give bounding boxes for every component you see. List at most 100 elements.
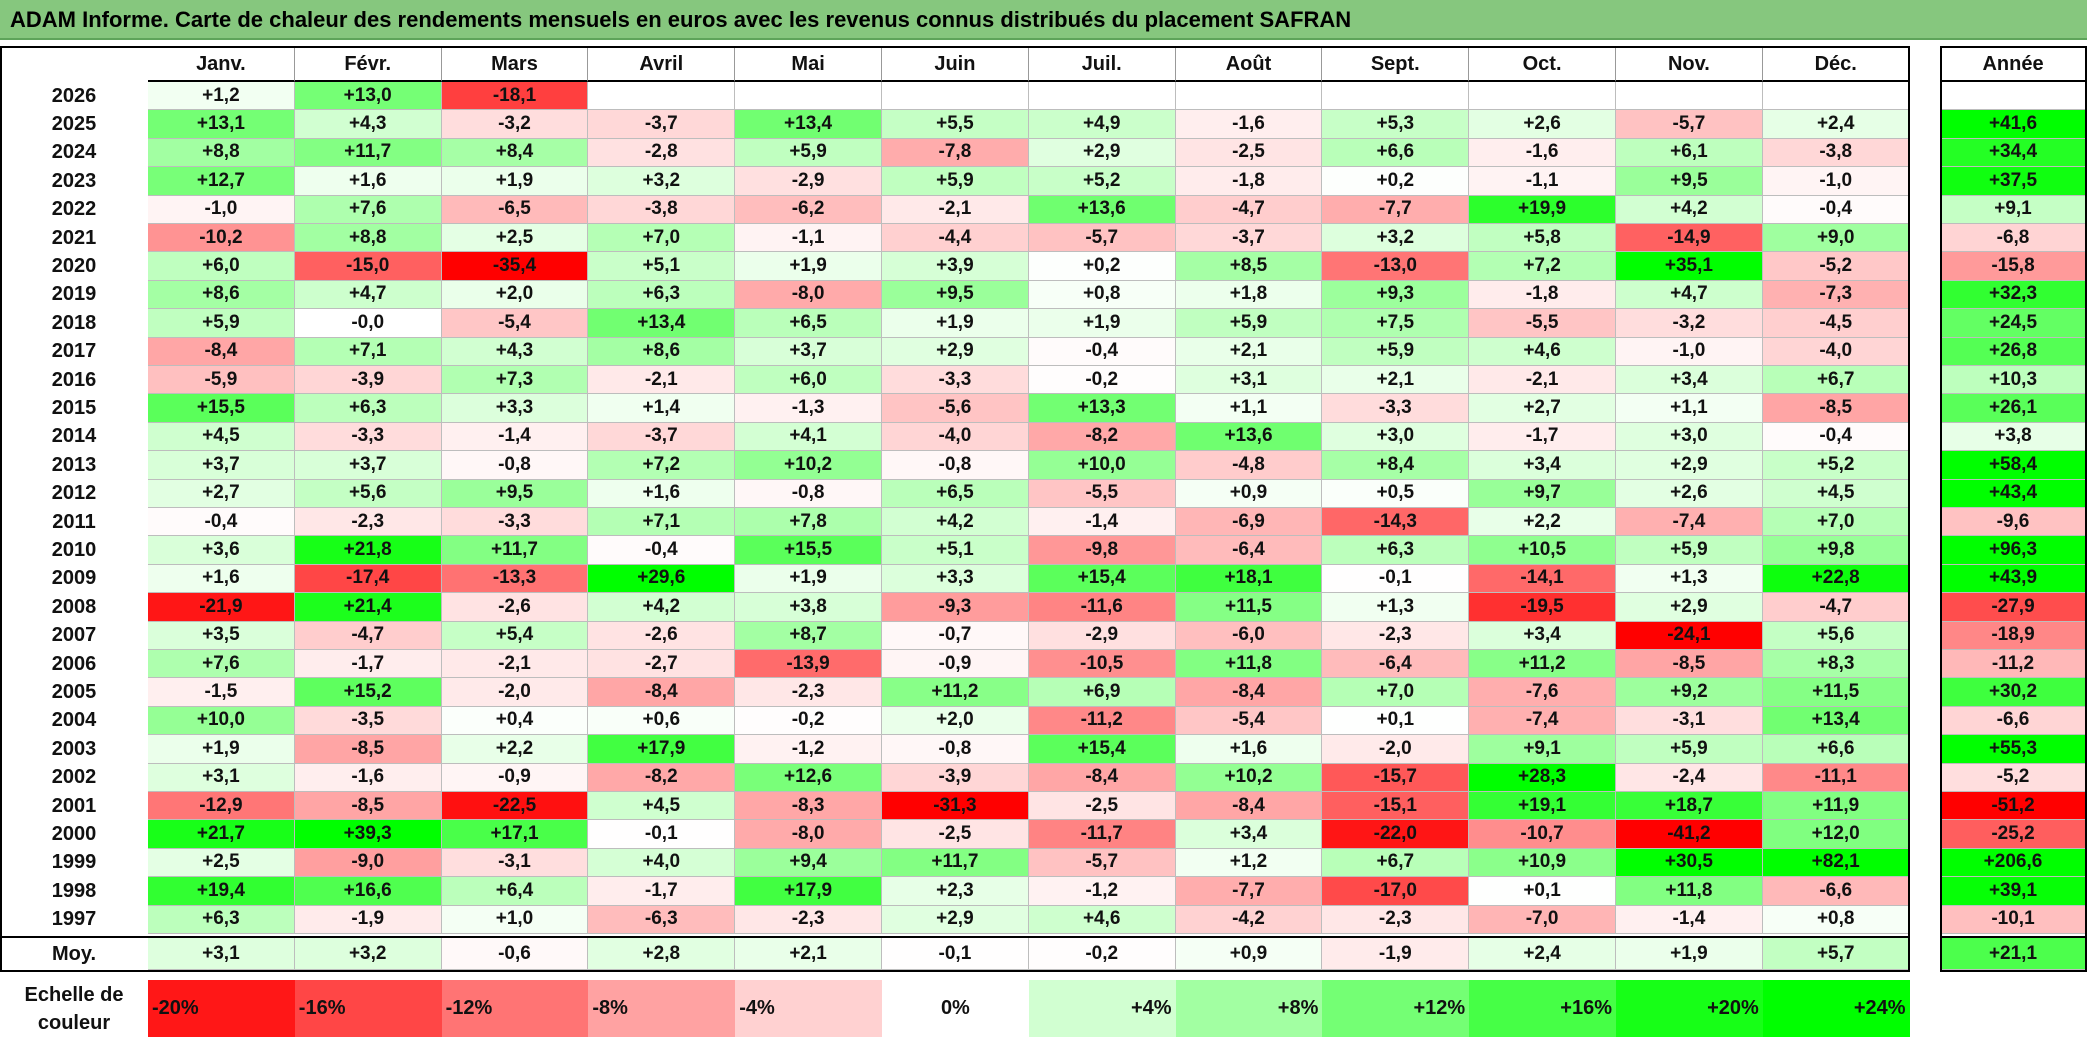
average-cell: -0,6 bbox=[441, 938, 589, 970]
heatmap-cell: -6,4 bbox=[1322, 650, 1470, 679]
heatmap-cell: +2,0 bbox=[882, 706, 1029, 736]
heatmap-cell: -4,4 bbox=[882, 224, 1029, 253]
heatmap-cell: -5,7 bbox=[1028, 224, 1176, 253]
heatmap-cell: +13,6 bbox=[1028, 195, 1176, 224]
heatmap-cell: +18,7 bbox=[1616, 792, 1763, 821]
row-label-year: 2020 bbox=[0, 252, 148, 281]
heatmap-cell: -11,1 bbox=[1762, 763, 1910, 792]
heatmap-cell: -7,4 bbox=[1616, 508, 1763, 537]
heatmap-cell: +2,1 bbox=[1322, 366, 1470, 395]
annual-cell: -6,8 bbox=[1940, 224, 2087, 253]
heatmap-cell: +4,5 bbox=[588, 792, 736, 821]
annual-cell: -25,2 bbox=[1940, 820, 2087, 849]
heatmap-cell bbox=[735, 82, 882, 111]
heatmap-cell: +3,0 bbox=[1616, 422, 1763, 452]
heatmap-cell: -4,0 bbox=[882, 422, 1029, 452]
heatmap-cell: +9,8 bbox=[1762, 536, 1910, 565]
heatmap-cell: +6,0 bbox=[148, 252, 295, 281]
heatmap-cell: +1,8 bbox=[1175, 280, 1323, 310]
heatmap-cell: +5,9 bbox=[735, 138, 882, 168]
column-header: Janv. bbox=[148, 46, 295, 82]
chart-title: ADAM Informe. Carte de chaleur des rende… bbox=[10, 7, 1352, 32]
heatmap-cell: -3,8 bbox=[1762, 138, 1910, 168]
heatmap-cell: +3,1 bbox=[148, 763, 295, 792]
heatmap-cell: -2,4 bbox=[1616, 763, 1763, 792]
row-label-year: 2009 bbox=[0, 564, 148, 594]
heatmap-cell: +2,9 bbox=[1028, 138, 1176, 168]
annual-cell: -27,9 bbox=[1940, 593, 2087, 622]
heatmap-cell: +6,1 bbox=[1616, 138, 1763, 168]
annual-cell: +55,3 bbox=[1940, 735, 2087, 764]
heatmap-cell: -9,3 bbox=[882, 593, 1029, 622]
heatmap-cell: -8,5 bbox=[294, 735, 442, 764]
heatmap-cell: +8,5 bbox=[1175, 252, 1323, 281]
heatmap-cell: +13,0 bbox=[294, 82, 442, 111]
heatmap-cell: +7,6 bbox=[148, 650, 295, 679]
heatmap-cell: +18,1 bbox=[1175, 564, 1323, 594]
average-cell: +3,2 bbox=[294, 938, 442, 970]
heatmap-cell: -8,5 bbox=[1616, 650, 1763, 679]
annual-cell: +43,4 bbox=[1940, 479, 2087, 508]
heatmap-cell: -7,8 bbox=[882, 138, 1029, 168]
heatmap-cell: +13,1 bbox=[148, 110, 295, 139]
heatmap-cell: -0,4 bbox=[1762, 195, 1910, 224]
heatmap-cell: -8,4 bbox=[1028, 763, 1176, 792]
heatmap-cell: -1,2 bbox=[1028, 877, 1176, 906]
annual-cell: +26,8 bbox=[1940, 337, 2087, 366]
heatmap-cell: +6,7 bbox=[1322, 848, 1470, 878]
heatmap-cell: +5,9 bbox=[1616, 735, 1763, 764]
heatmap-cell: -2,3 bbox=[294, 508, 442, 537]
heatmap-cell bbox=[1469, 82, 1616, 111]
annual-cell: -15,8 bbox=[1940, 252, 2087, 281]
heatmap-cell: +7,1 bbox=[588, 508, 736, 537]
heatmap-cell: +6,5 bbox=[735, 309, 882, 338]
row-label-year: 2017 bbox=[0, 337, 148, 366]
heatmap-cell: +3,6 bbox=[148, 536, 295, 565]
heatmap-cell: -0,4 bbox=[148, 508, 295, 537]
heatmap-cell: +5,3 bbox=[1322, 110, 1470, 139]
heatmap-cell: +7,2 bbox=[588, 451, 736, 480]
heatmap-cell: -0,1 bbox=[588, 820, 736, 849]
heatmap-cell: -1,2 bbox=[735, 735, 882, 764]
heatmap-cell: +8,8 bbox=[148, 138, 295, 168]
heatmap-cell: -2,7 bbox=[588, 650, 736, 679]
heatmap-cell: +1,0 bbox=[441, 905, 589, 934]
row-label-year: 2016 bbox=[0, 366, 148, 395]
heatmap-cell: -6,2 bbox=[735, 195, 882, 224]
heatmap-cell: -6,0 bbox=[1175, 621, 1323, 650]
heatmap-cell: +3,5 bbox=[148, 621, 295, 650]
heatmap-cell: -8,5 bbox=[1762, 394, 1910, 423]
heatmap-cell: +17,1 bbox=[441, 820, 589, 849]
heatmap-cell: +4,9 bbox=[1028, 110, 1176, 139]
heatmap-cell: -5,5 bbox=[1028, 479, 1176, 508]
color-scale-swatch: -12% bbox=[441, 980, 589, 1037]
heatmap-cell: +5,9 bbox=[1616, 536, 1763, 565]
heatmap-cell: -3,7 bbox=[588, 422, 736, 452]
heatmap-cell: +12,7 bbox=[148, 167, 295, 196]
row-label-year: 2021 bbox=[0, 224, 148, 253]
heatmap-cell: +0,2 bbox=[1322, 167, 1470, 196]
heatmap-cell: +19,4 bbox=[148, 877, 295, 906]
heatmap-cell: +11,5 bbox=[1175, 593, 1323, 622]
heatmap-cell: +15,4 bbox=[1028, 564, 1176, 594]
heatmap-cell: +11,5 bbox=[1762, 678, 1910, 707]
heatmap-cell: -7,0 bbox=[1469, 905, 1616, 934]
heatmap-cell: -17,0 bbox=[1322, 877, 1470, 906]
heatmap-cell: -4,8 bbox=[1175, 451, 1323, 480]
heatmap-cell: +10,2 bbox=[735, 451, 882, 480]
heatmap-cell: +6,3 bbox=[294, 394, 442, 423]
column-header: Nov. bbox=[1616, 46, 1763, 82]
heatmap-cell: +4,2 bbox=[882, 508, 1029, 537]
heatmap-cell: +3,7 bbox=[148, 451, 295, 480]
heatmap-cell: +3,4 bbox=[1175, 820, 1323, 849]
heatmap-cell: -14,3 bbox=[1322, 508, 1470, 537]
annual-cell: -9,6 bbox=[1940, 508, 2087, 537]
heatmap-cell: -5,9 bbox=[148, 366, 295, 395]
heatmap-cell: +6,6 bbox=[1322, 138, 1470, 168]
heatmap-cell: -4,7 bbox=[1762, 593, 1910, 622]
heatmap-cell: -1,3 bbox=[735, 394, 882, 423]
heatmap-cell: +7,2 bbox=[1469, 252, 1616, 281]
column-header: Févr. bbox=[294, 46, 442, 82]
heatmap-cell: -1,5 bbox=[148, 678, 295, 707]
heatmap-cell: -1,9 bbox=[294, 905, 442, 934]
